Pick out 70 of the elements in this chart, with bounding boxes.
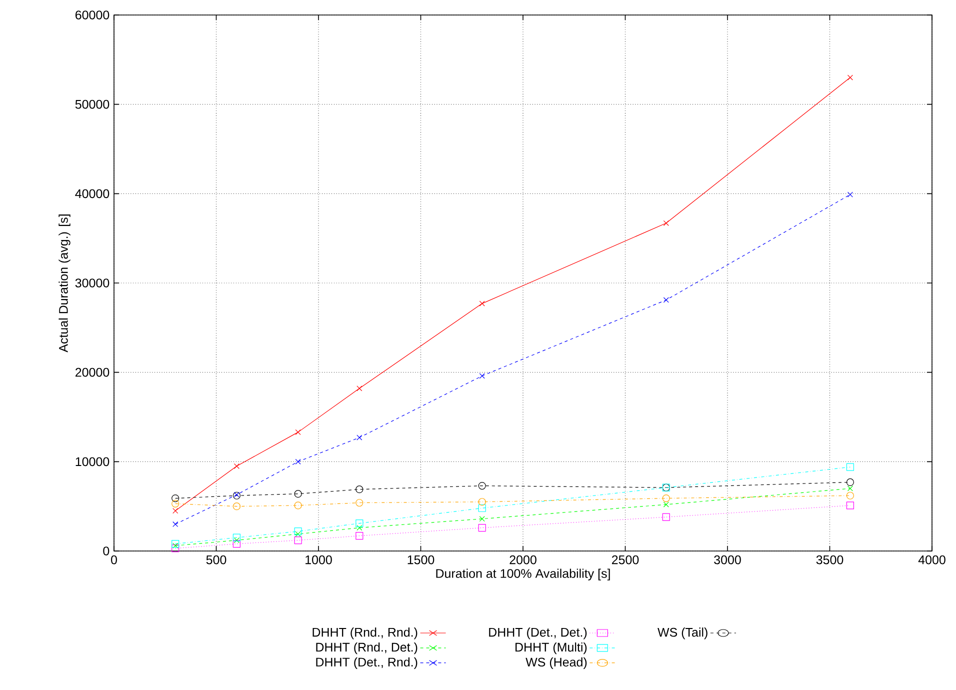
point xyxy=(172,508,178,514)
point xyxy=(232,534,240,542)
legend-label: DHHT (Det., Rnd.) xyxy=(316,657,418,670)
x-tick-label: 3500 xyxy=(816,555,844,564)
point xyxy=(294,528,302,536)
point xyxy=(478,524,486,532)
point xyxy=(356,386,362,392)
point xyxy=(479,516,485,522)
y-tick-label: 10000 xyxy=(76,457,110,466)
point xyxy=(295,531,301,537)
point xyxy=(172,500,180,508)
point xyxy=(663,502,669,508)
legend-label: DHHT (Rnd., Det.) xyxy=(316,642,418,654)
point xyxy=(172,521,178,527)
y-tick-label: 60000 xyxy=(76,10,110,20)
x-tick-label: 500 xyxy=(206,555,226,564)
y-tick-label: 0 xyxy=(103,546,110,556)
point xyxy=(172,542,178,548)
x-tick-label: 1000 xyxy=(306,555,332,564)
y-axis-title: Actual Duration (avg.) [s] xyxy=(58,214,70,352)
point xyxy=(356,525,362,531)
point xyxy=(356,498,364,507)
point xyxy=(232,540,240,548)
point xyxy=(356,520,364,528)
point xyxy=(846,502,854,510)
point xyxy=(846,463,854,471)
point xyxy=(662,494,670,502)
point xyxy=(232,502,240,510)
point xyxy=(663,220,669,226)
legend-label: DHHT (Multi) xyxy=(516,642,587,654)
point xyxy=(295,458,301,464)
point xyxy=(172,544,180,552)
point xyxy=(662,513,670,521)
point xyxy=(294,536,302,544)
point xyxy=(846,492,854,500)
y-tick-label: 40000 xyxy=(75,189,110,198)
point xyxy=(663,297,669,303)
point xyxy=(479,373,485,379)
point xyxy=(479,300,485,306)
point xyxy=(478,482,486,490)
x-axis-title: Duration at 100% Availability [s] xyxy=(436,568,610,580)
point xyxy=(478,498,486,506)
point xyxy=(172,540,180,548)
y-tick-label: 30000 xyxy=(75,278,110,288)
legend-label: WS (Head) xyxy=(526,657,587,670)
point xyxy=(846,478,854,486)
y-tick-label: 20000 xyxy=(76,368,110,377)
point xyxy=(478,504,486,512)
x-tick-label: 1500 xyxy=(408,555,434,564)
x-tick-label: 2500 xyxy=(612,555,639,564)
legend-label: DHHT (Rnd., Rnd.) xyxy=(312,628,418,640)
point xyxy=(356,434,362,440)
point xyxy=(234,463,240,469)
x-tick-label: 4000 xyxy=(918,555,946,564)
x-tick-label: 3000 xyxy=(714,555,741,564)
x-tick-label: 2000 xyxy=(510,555,536,564)
y-tick-label: 50000 xyxy=(75,100,110,109)
x-tick-label: 0 xyxy=(111,555,117,564)
point xyxy=(172,494,180,502)
legend-label: DHHT (Det., Det.) xyxy=(489,628,587,640)
point xyxy=(847,74,853,80)
legend-label: WS (Tail) xyxy=(658,628,708,640)
point xyxy=(356,486,364,494)
point xyxy=(356,532,364,540)
point xyxy=(294,490,302,498)
point xyxy=(295,429,301,435)
point xyxy=(847,192,853,198)
point xyxy=(847,486,853,492)
point xyxy=(234,538,240,544)
point xyxy=(294,502,302,510)
